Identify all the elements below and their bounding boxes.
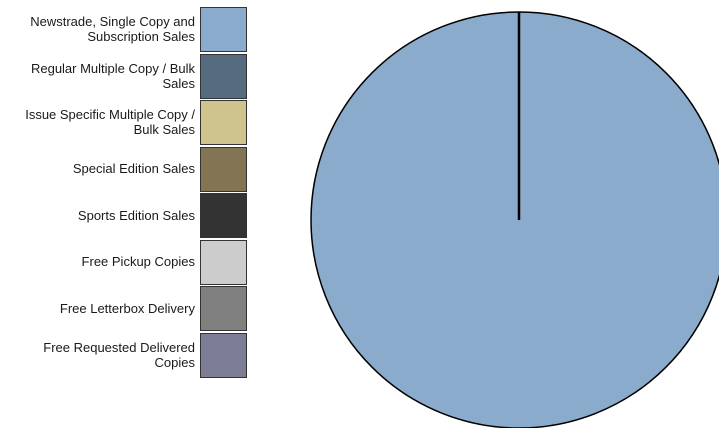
legend-label: Special Edition Sales bbox=[72, 161, 195, 176]
legend-item: Free Letterbox Delivery bbox=[0, 286, 250, 333]
legend-label: Free Pickup Copies bbox=[81, 254, 195, 269]
pie-slice bbox=[310, 11, 719, 429]
legend-swatch bbox=[200, 53, 247, 99]
legend-item: Sports Edition Sales bbox=[0, 193, 250, 240]
legend-label: Free Requested Delivered Copies bbox=[43, 339, 195, 370]
legend-item: Newstrade, Single Copy and Subscription … bbox=[0, 7, 250, 54]
legend-label: Issue Specific Multiple Copy / Bulk Sale… bbox=[25, 107, 195, 137]
legend-item: Regular Multiple Copy / Bulk Sales bbox=[0, 53, 250, 101]
legend-swatch bbox=[200, 7, 247, 52]
legend-swatch bbox=[200, 193, 247, 238]
legend-swatch bbox=[200, 146, 247, 192]
legend-swatch bbox=[200, 332, 247, 378]
pie-chart-area bbox=[300, 0, 719, 429]
legend-item: Free Requested Delivered Copies bbox=[0, 332, 250, 380]
legend-swatch bbox=[200, 100, 247, 145]
pie-chart bbox=[310, 11, 719, 429]
legend-item: Free Pickup Copies bbox=[0, 239, 250, 287]
chart-legend: Newstrade, Single Copy and Subscription … bbox=[0, 7, 250, 379]
legend-item: Special Edition Sales bbox=[0, 146, 250, 194]
legend-item: Issue Specific Multiple Copy / Bulk Sale… bbox=[0, 100, 250, 147]
legend-label: Sports Edition Sales bbox=[77, 207, 195, 223]
legend-label: Newstrade, Single Copy and Subscription … bbox=[30, 14, 195, 44]
legend-swatch bbox=[200, 286, 247, 331]
legend-label: Free Letterbox Delivery bbox=[59, 300, 195, 316]
legend-label: Regular Multiple Copy / Bulk Sales bbox=[30, 60, 195, 91]
legend-swatch bbox=[200, 239, 247, 285]
